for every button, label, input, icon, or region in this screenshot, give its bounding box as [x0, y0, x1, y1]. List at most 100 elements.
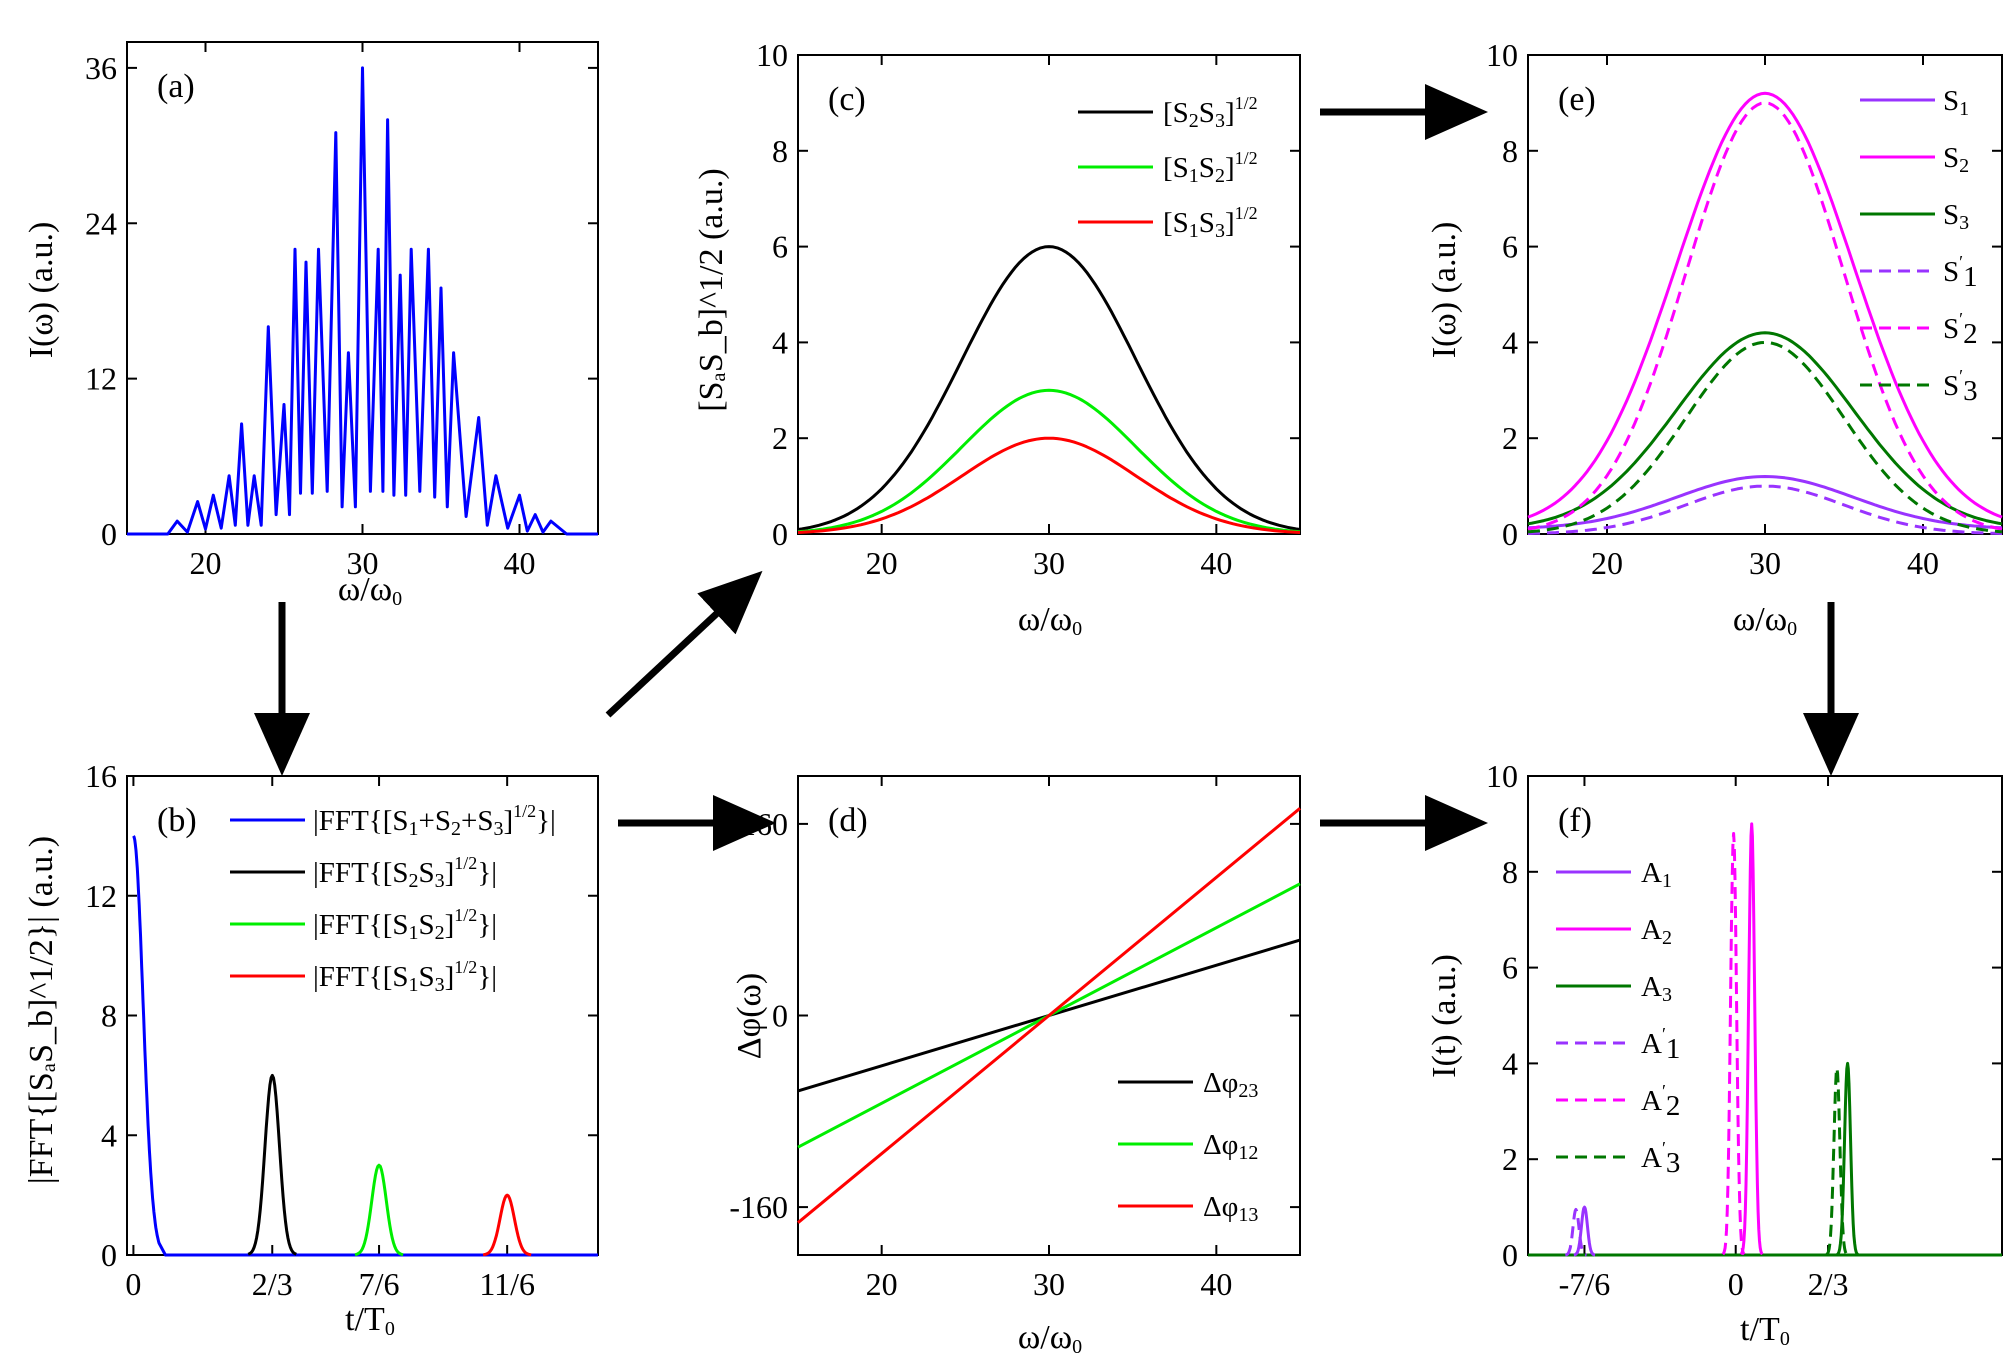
y-tick-label-a: 0	[101, 516, 117, 552]
x-tick-label-c: 40	[1200, 545, 1232, 581]
x-axis-label-e: ω/ω0	[1733, 601, 1797, 640]
panel-label-a: (a)	[157, 68, 195, 105]
y-tick-label-d: -160	[729, 1189, 788, 1225]
legend-label-c-1: [S1S2]1/2	[1163, 148, 1258, 187]
y-tick-label-f: 4	[1502, 1045, 1518, 1081]
series-line-e-0	[1527, 475, 2003, 530]
y-tick-label-b: 16	[85, 758, 117, 794]
series-line-d-2	[797, 807, 1301, 1224]
panel-label-c: (c)	[828, 81, 866, 118]
series-line-c-1	[797, 388, 1301, 534]
plot-frame-f	[1527, 775, 2003, 1256]
y-tick-label-e: 8	[1502, 133, 1518, 169]
series-line-f-1	[1739, 822, 1764, 1256]
legend-label-f-3: A′1	[1641, 1024, 1680, 1065]
series-line-e-2	[1527, 331, 2003, 526]
x-tick-label-d: 30	[1033, 1266, 1065, 1302]
legend-label-b-3: |FFT{[S1S3]1/2}|	[313, 957, 497, 996]
panel-label-b: (b)	[157, 802, 197, 839]
x-tick-label-b: 0	[125, 1266, 141, 1302]
x-tick-label-a: 20	[190, 545, 222, 581]
x-tick-label-e: 20	[1591, 545, 1623, 581]
series-line-b-1	[247, 1073, 297, 1256]
legend-label-e-1: S2	[1943, 142, 1969, 177]
y-axis-label-e: I(ω) (a.u.)	[1426, 222, 1463, 359]
x-axis-label-f: t/T0	[1740, 1311, 1790, 1350]
x-tick-label-f: -7/6	[1559, 1266, 1611, 1302]
y-axis-label-d: Δφ(ω)	[731, 973, 768, 1060]
panel-label-f: (f)	[1558, 802, 1592, 839]
y-tick-label-a: 24	[85, 205, 117, 241]
legend-label-c-2: [S1S3]1/2	[1163, 203, 1258, 242]
series-line-e-1	[1527, 91, 2003, 519]
y-tick-label-c: 6	[772, 229, 788, 265]
y-tick-label-c: 2	[772, 420, 788, 456]
y-tick-label-c: 10	[756, 37, 788, 73]
legend-label-f-0: A1	[1641, 857, 1672, 892]
x-tick-label-f: 0	[1728, 1266, 1744, 1302]
legend-label-e-4: S′2	[1943, 309, 1978, 350]
y-axis-label-b: |FFT{[SₐS_b]^1/2}| (a.u.)	[23, 836, 60, 1184]
legend-label-e-0: S1	[1943, 85, 1969, 120]
series-line-c-0	[797, 245, 1301, 531]
plot-frame-e	[1527, 54, 2003, 535]
y-tick-label-f: 6	[1502, 950, 1518, 986]
series-line-f-2	[1836, 1061, 1859, 1257]
y-tick-label-c: 0	[772, 516, 788, 552]
y-tick-label-f: 10	[1486, 758, 1518, 794]
y-tick-label-b: 8	[101, 998, 117, 1034]
legend-label-e-2: S3	[1943, 199, 1969, 234]
legend-label-e-5: S′3	[1943, 366, 1978, 407]
x-tick-label-b: 7/6	[359, 1266, 400, 1302]
series-line-f-5	[1825, 1066, 1849, 1257]
legend-label-f-1: A2	[1641, 914, 1672, 949]
x-tick-label-d: 20	[866, 1266, 898, 1302]
y-tick-label-d: 0	[772, 998, 788, 1034]
series-line-c-2	[797, 436, 1301, 534]
y-tick-label-e: 6	[1502, 229, 1518, 265]
legend-label-d-2: Δφ13	[1203, 1191, 1258, 1226]
x-tick-label-d: 40	[1200, 1266, 1232, 1302]
arrow-b-to-c	[605, 570, 763, 718]
x-axis-label-b: t/T0	[345, 1301, 395, 1340]
x-tick-label-a: 30	[347, 545, 379, 581]
series-line-a	[127, 66, 598, 536]
y-axis-label-a: I(ω) (a.u.)	[23, 222, 60, 359]
y-tick-label-f: 8	[1502, 854, 1518, 890]
series-line-e-3	[1527, 484, 2003, 535]
x-tick-label-e: 40	[1907, 545, 1939, 581]
series-line-e-5	[1527, 340, 2003, 534]
x-tick-label-c: 30	[1033, 545, 1065, 581]
plot-frame-b	[126, 775, 599, 1256]
y-tick-label-e: 4	[1502, 324, 1518, 360]
y-tick-label-b: 12	[85, 878, 117, 914]
legend-label-f-5: A′3	[1641, 1138, 1680, 1179]
y-tick-label-c: 4	[772, 324, 788, 360]
y-axis-label-f: I(t) (a.u.)	[1426, 954, 1463, 1078]
y-tick-label-f: 2	[1502, 1141, 1518, 1177]
legend-label-f-4: A′2	[1641, 1081, 1680, 1122]
y-tick-label-c: 8	[772, 133, 788, 169]
legend-label-b-2: |FFT{[S1S2]1/2}|	[313, 905, 497, 944]
series-line-b-0	[132, 835, 598, 1257]
x-tick-label-c: 20	[866, 545, 898, 581]
y-tick-label-e: 2	[1502, 420, 1518, 456]
x-axis-label-a: ω/ω0	[338, 571, 402, 610]
x-tick-label-e: 30	[1749, 545, 1781, 581]
x-axis-label-d: ω/ω0	[1018, 1319, 1082, 1358]
x-tick-label-a: 40	[504, 545, 536, 581]
legend-label-b-0: |FFT{[S1+S2+S3]1/2}|	[313, 801, 556, 840]
panel-label-e: (e)	[1558, 81, 1596, 118]
y-tick-label-f: 0	[1502, 1237, 1518, 1273]
y-tick-label-e: 0	[1502, 516, 1518, 552]
panel-label-d: (d)	[828, 802, 868, 839]
y-tick-label-e: 10	[1486, 37, 1518, 73]
series-line-f-4	[1721, 832, 1746, 1256]
x-tick-label-b: 11/6	[479, 1266, 535, 1302]
y-tick-label-a: 36	[85, 50, 117, 86]
series-line-f-0	[1573, 1205, 1596, 1257]
y-tick-label-a: 12	[85, 361, 117, 397]
x-tick-label-b: 2/3	[252, 1266, 293, 1302]
y-tick-label-b: 4	[101, 1117, 117, 1153]
legend-label-f-2: A3	[1641, 971, 1672, 1006]
